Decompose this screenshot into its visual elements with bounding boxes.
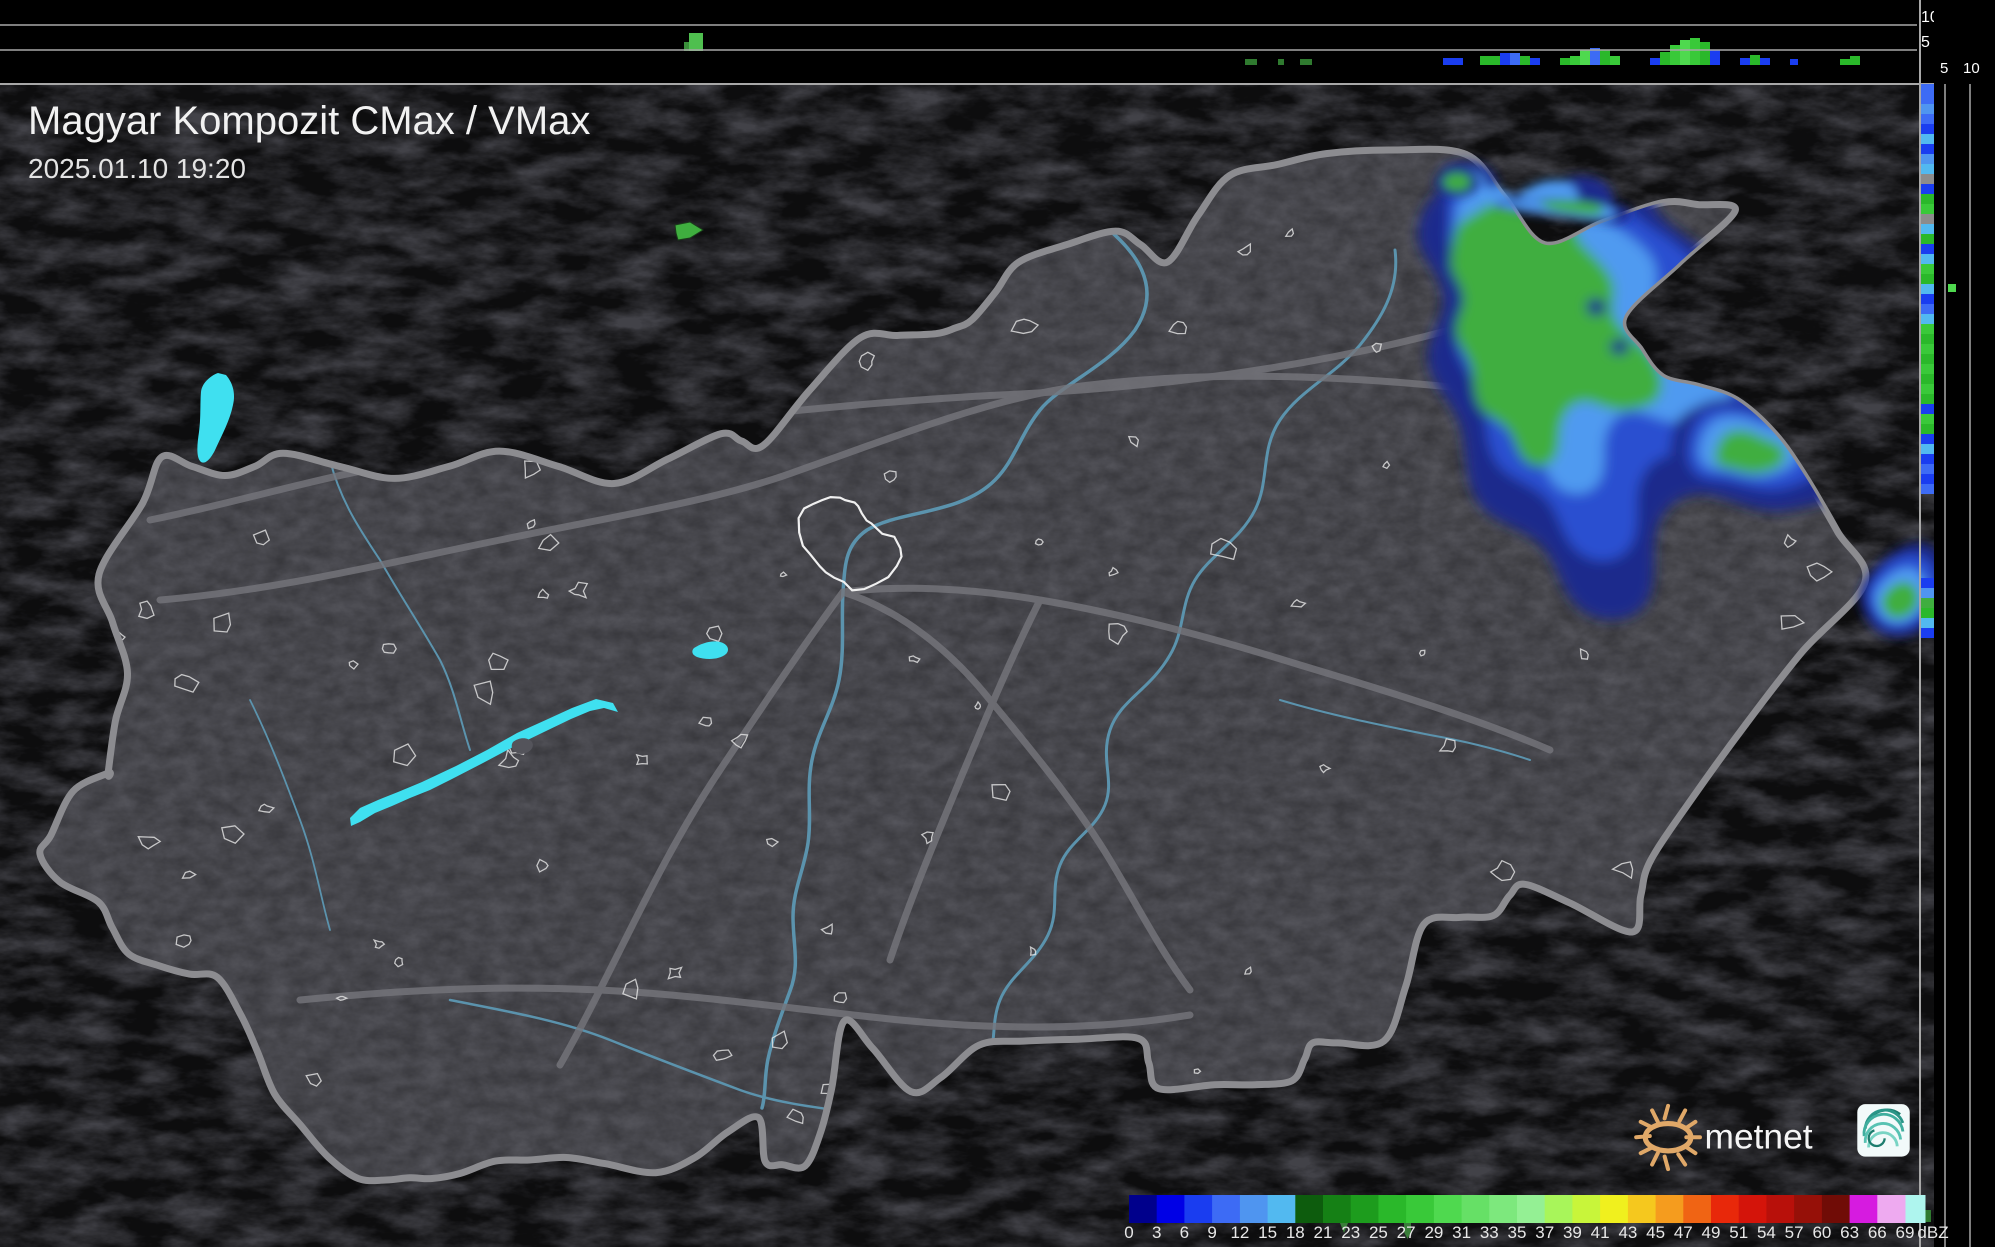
svg-text:21: 21: [1314, 1223, 1333, 1242]
svg-text:63: 63: [1840, 1223, 1859, 1242]
svg-text:27: 27: [1397, 1223, 1416, 1242]
svg-text:23: 23: [1341, 1223, 1360, 1242]
svg-text:15: 15: [1258, 1223, 1277, 1242]
svg-text:9: 9: [1207, 1223, 1216, 1242]
svg-text:25: 25: [1369, 1223, 1388, 1242]
svg-text:6: 6: [1180, 1223, 1189, 1242]
svg-text:39: 39: [1563, 1223, 1582, 1242]
svg-text:57: 57: [1785, 1223, 1804, 1242]
svg-text:60: 60: [1812, 1223, 1831, 1242]
svg-text:33: 33: [1480, 1223, 1499, 1242]
svg-text:0: 0: [1124, 1223, 1133, 1242]
svg-text:49: 49: [1702, 1223, 1721, 1242]
svg-text:dBZ: dBZ: [1917, 1223, 1948, 1242]
svg-text:45: 45: [1646, 1223, 1665, 1242]
svg-text:41: 41: [1591, 1223, 1610, 1242]
svg-text:35: 35: [1508, 1223, 1527, 1242]
svg-text:18: 18: [1286, 1223, 1305, 1242]
svg-text:47: 47: [1674, 1223, 1693, 1242]
svg-text:51: 51: [1729, 1223, 1748, 1242]
svg-text:66: 66: [1868, 1223, 1887, 1242]
svg-text:29: 29: [1424, 1223, 1443, 1242]
svg-text:12: 12: [1230, 1223, 1249, 1242]
svg-text:54: 54: [1757, 1223, 1776, 1242]
svg-text:37: 37: [1535, 1223, 1554, 1242]
svg-text:31: 31: [1452, 1223, 1471, 1242]
svg-text:69: 69: [1896, 1223, 1915, 1242]
svg-text:43: 43: [1618, 1223, 1637, 1242]
svg-text:3: 3: [1152, 1223, 1161, 1242]
